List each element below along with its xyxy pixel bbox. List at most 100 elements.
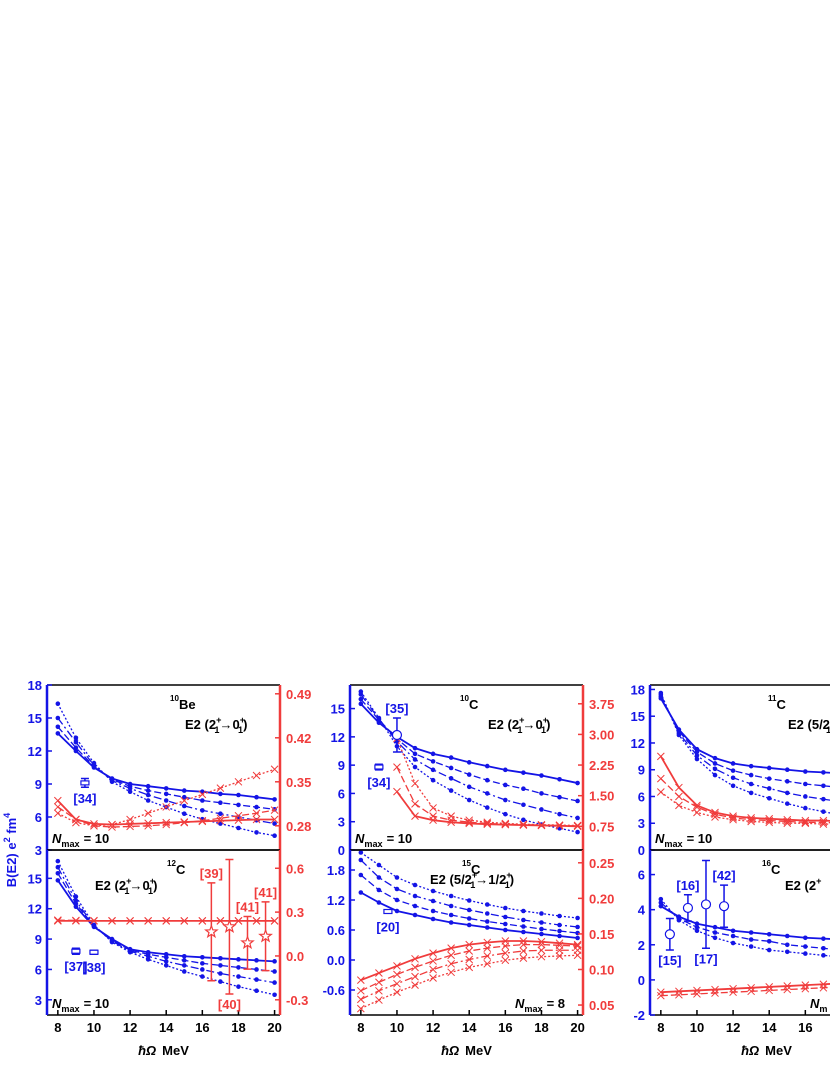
point xyxy=(430,751,436,757)
point xyxy=(72,916,80,925)
x-axis-title: ħΩ MeV xyxy=(441,1043,492,1058)
point xyxy=(252,809,261,818)
point xyxy=(144,821,153,830)
y-tick-label: 12 xyxy=(28,744,42,759)
point xyxy=(730,775,736,781)
y2-tick-label: 0.28 xyxy=(286,819,311,834)
text-part: N xyxy=(515,996,525,1011)
text-part: C xyxy=(469,697,479,712)
point xyxy=(218,791,223,797)
point xyxy=(162,917,171,925)
point xyxy=(783,982,792,990)
point xyxy=(448,912,454,918)
point xyxy=(126,815,134,824)
point xyxy=(200,967,205,972)
point xyxy=(144,809,153,818)
point xyxy=(658,896,664,902)
point xyxy=(539,807,544,812)
point xyxy=(503,767,508,773)
text-part: 15 xyxy=(462,859,471,868)
x-tick-label: 20 xyxy=(267,1020,281,1035)
point xyxy=(448,755,454,760)
point xyxy=(126,917,134,925)
point xyxy=(254,988,259,994)
point xyxy=(676,917,682,923)
series-line xyxy=(660,694,830,801)
point xyxy=(821,936,826,941)
nmax-label: Nmax = 8 xyxy=(515,996,565,1014)
point xyxy=(412,903,418,909)
point xyxy=(272,959,277,964)
point xyxy=(252,815,261,824)
point xyxy=(254,958,259,963)
x-tick-label: 8 xyxy=(657,1020,664,1035)
point xyxy=(376,900,382,905)
point xyxy=(375,978,383,987)
point xyxy=(218,956,223,961)
point xyxy=(575,935,580,941)
text-part: N xyxy=(655,831,665,846)
point xyxy=(430,898,436,904)
point xyxy=(272,797,277,802)
point xyxy=(412,764,418,770)
point xyxy=(430,777,436,783)
plot-area xyxy=(53,701,279,838)
exp-point xyxy=(204,924,219,939)
y-tick-label: 2 xyxy=(638,938,645,953)
text-part: + xyxy=(472,870,477,880)
point xyxy=(466,907,472,913)
point xyxy=(575,815,580,821)
point xyxy=(163,955,169,960)
text-part: E2 ( xyxy=(785,878,810,893)
point xyxy=(573,940,582,949)
point xyxy=(72,818,80,827)
point xyxy=(539,911,544,916)
point xyxy=(218,971,223,976)
point xyxy=(254,794,259,800)
y-tick-label: 6 xyxy=(35,810,42,825)
y2-tick-label: 0.25 xyxy=(589,856,614,871)
point xyxy=(821,953,826,958)
point xyxy=(216,917,225,925)
text-part: B(E2) xyxy=(4,853,19,887)
exp-point xyxy=(664,929,675,940)
y-tick-label: 3 xyxy=(638,816,645,831)
point xyxy=(801,984,810,993)
point xyxy=(73,898,79,903)
point xyxy=(557,928,562,934)
point xyxy=(73,748,79,754)
text-part: + xyxy=(816,876,821,886)
point xyxy=(783,817,792,826)
point xyxy=(145,957,151,962)
point xyxy=(557,913,562,919)
point xyxy=(766,765,772,771)
point xyxy=(465,819,474,828)
point xyxy=(394,908,400,914)
point xyxy=(784,767,790,773)
point xyxy=(748,937,754,942)
point xyxy=(90,821,98,830)
point xyxy=(447,959,456,968)
point xyxy=(656,752,665,761)
point xyxy=(573,821,582,830)
y2-tick-label: 3.00 xyxy=(589,727,614,742)
point xyxy=(375,969,383,977)
y-axis-title: B(E2) e2 fm4 xyxy=(2,812,19,887)
point xyxy=(729,815,737,824)
point xyxy=(216,784,225,792)
point xyxy=(163,791,169,797)
point xyxy=(656,991,665,1000)
text-part: → xyxy=(219,717,232,732)
point xyxy=(91,760,97,766)
exp-point xyxy=(374,764,384,770)
point xyxy=(501,942,510,950)
point xyxy=(484,902,490,907)
point xyxy=(412,757,418,762)
series-line xyxy=(396,738,578,827)
point xyxy=(748,781,754,787)
x-tick-label: 18 xyxy=(534,1020,548,1035)
point xyxy=(712,935,718,941)
point xyxy=(539,926,544,932)
point xyxy=(429,965,437,974)
